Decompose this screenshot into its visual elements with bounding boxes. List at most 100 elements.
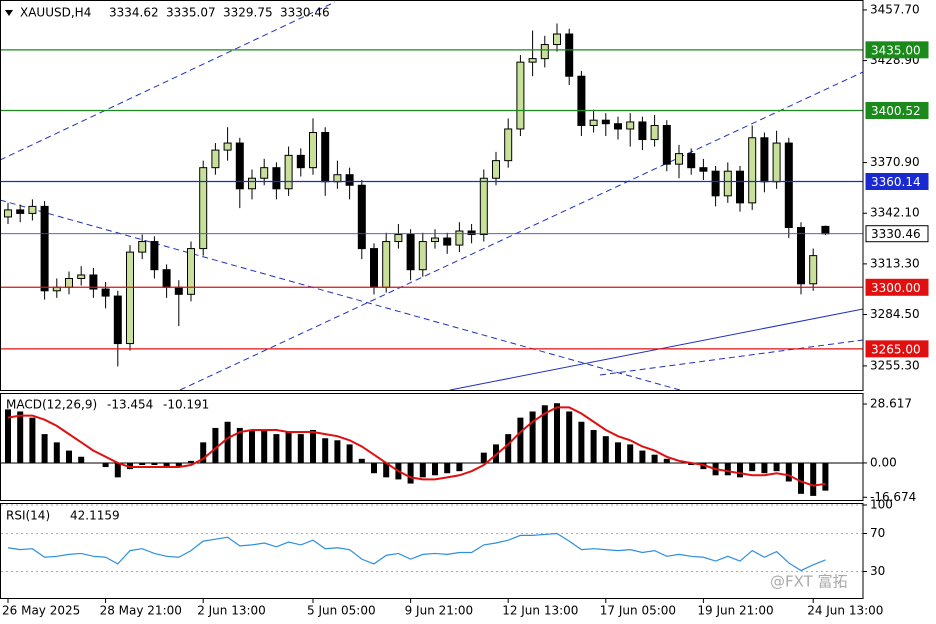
level-label: 3265.00 — [871, 342, 921, 356]
y-tick-label: 30 — [870, 564, 885, 578]
candle-body — [187, 248, 195, 295]
candle-body — [260, 167, 269, 179]
macd-panel-frame — [0, 393, 864, 501]
histogram-bar — [29, 417, 36, 463]
trend-line — [179, 71, 864, 391]
candle-body — [650, 124, 659, 141]
level-label-box — [865, 41, 929, 59]
rsi-title: RSI(14) — [6, 509, 50, 523]
histogram-bar — [17, 411, 24, 463]
macd-value: -13.454 — [107, 398, 153, 412]
candle-body — [28, 205, 37, 214]
candle-body — [40, 205, 49, 292]
candle-body — [528, 58, 537, 63]
level-label-box — [865, 225, 929, 243]
histogram-bar — [236, 427, 243, 463]
y-tick-label: 3313.30 — [870, 256, 920, 270]
frames — [0, 0, 864, 599]
candle-body — [77, 274, 86, 279]
histogram-bar — [602, 436, 609, 463]
histogram-bar — [798, 462, 804, 494]
candle-body — [235, 142, 244, 190]
histogram-bar — [358, 458, 365, 463]
symbol: XAUUSD,H4 — [20, 6, 91, 20]
histogram-bar — [310, 430, 316, 463]
x-tick-label: 28 May 21:00 — [100, 604, 182, 618]
histogram-bar — [188, 460, 194, 463]
candle-body — [797, 226, 805, 285]
histogram-bar — [334, 440, 341, 463]
histogram-bar — [383, 462, 390, 478]
ohlc-open: 3334.62 — [109, 6, 159, 20]
histogram-bar — [78, 456, 85, 463]
histogram-bar — [200, 442, 207, 463]
candle-body — [89, 274, 98, 290]
candle-body — [211, 149, 220, 169]
candle-body — [418, 241, 427, 271]
rsi-value: 42.1159 — [70, 509, 120, 523]
macd-title: MACD(12,26,9) — [6, 398, 97, 412]
histogram-bar — [163, 462, 170, 468]
histogram-bar — [249, 430, 255, 463]
candle-body — [772, 142, 781, 183]
histogram-bar — [615, 442, 621, 463]
candle-body — [516, 61, 525, 130]
rsi-panel-frame — [0, 503, 864, 599]
y-tick-label: 3255.30 — [870, 358, 920, 372]
menu-icon[interactable] — [5, 10, 13, 16]
histogram-bar — [102, 462, 109, 468]
candle-body — [479, 177, 488, 236]
candle-body — [309, 132, 317, 169]
level-label: 3330.46 — [871, 227, 921, 241]
candle-body — [711, 170, 720, 197]
histogram-bar — [529, 411, 536, 463]
candle-body — [504, 128, 513, 162]
candle-body — [345, 174, 354, 186]
ohlc-close: 3330.46 — [280, 6, 330, 20]
histogram-bar — [212, 427, 219, 463]
histogram-bar — [785, 462, 792, 482]
watermark: @FXT 富拓 — [770, 573, 848, 591]
candle-body — [431, 237, 439, 243]
candle-body — [333, 174, 342, 183]
candle-body — [809, 255, 818, 285]
candle-body — [150, 241, 159, 271]
histogram-bar — [517, 417, 524, 463]
histogram-bar — [114, 462, 121, 478]
level-label: 3300.00 — [871, 281, 921, 295]
candle-body — [370, 248, 378, 288]
y-tick-label: -16.674 — [870, 490, 916, 504]
candle-body — [760, 137, 769, 183]
histogram-bar — [822, 462, 829, 491]
candle-body — [577, 75, 586, 126]
rsi-line — [7, 532, 826, 572]
candle-body — [784, 142, 793, 228]
histogram-bar — [541, 405, 548, 463]
histogram-bar — [663, 458, 670, 463]
candle-body — [357, 184, 366, 250]
x-tick-label: 5 Jun 05:00 — [307, 604, 376, 618]
candle-body — [821, 225, 830, 235]
histogram-bar — [322, 438, 329, 463]
histogram-bar — [297, 434, 304, 463]
x-tick-label: 12 Jun 13:00 — [502, 604, 578, 618]
histogram-bar — [724, 462, 731, 476]
candle-body — [662, 124, 671, 165]
candle-body — [406, 234, 415, 271]
x-tick-label: 24 Jun 13:00 — [807, 604, 883, 618]
candle-body — [394, 234, 403, 243]
y-tick-label: 3284.50 — [870, 307, 920, 321]
histogram-bar — [444, 462, 451, 474]
x-tick-label: 26 May 2025 — [2, 604, 80, 618]
candle-body — [675, 153, 683, 165]
candle-body — [736, 170, 744, 204]
candle-body — [748, 137, 757, 204]
y-tick-label: 3370.90 — [870, 155, 920, 169]
x-tick-label: 2 Jun 13:00 — [197, 604, 266, 618]
histogram-bar — [651, 454, 658, 463]
histogram-bar — [578, 421, 585, 463]
candle-body — [723, 170, 732, 197]
candle-body — [65, 277, 73, 288]
candle-body — [553, 33, 561, 46]
